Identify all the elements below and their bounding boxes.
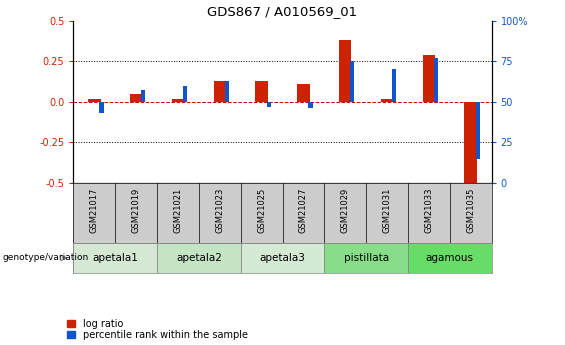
Bar (324, 243, 408, 273)
Text: GSM21025: GSM21025 (257, 188, 266, 233)
Bar (172, 99, 184, 102)
Text: GSM21029: GSM21029 (341, 188, 350, 233)
Text: GSM21023: GSM21023 (215, 188, 224, 233)
Text: GSM21017: GSM21017 (90, 188, 99, 233)
Bar (350, 61, 354, 102)
Text: GSM21035: GSM21035 (466, 188, 475, 233)
Text: GSM21031: GSM21031 (383, 188, 392, 233)
Bar (88, 99, 101, 102)
Bar (99, 102, 103, 113)
Bar (225, 81, 229, 102)
Bar (267, 102, 271, 107)
Text: apetala1: apetala1 (92, 253, 138, 263)
Text: apetala3: apetala3 (259, 253, 306, 263)
Text: apetala2: apetala2 (176, 253, 222, 263)
Bar (130, 94, 142, 102)
Legend: log ratio, percentile rank within the sample: log ratio, percentile rank within the sa… (67, 319, 247, 340)
Bar (214, 81, 226, 102)
Bar (423, 55, 435, 102)
Bar (241, 243, 324, 273)
Text: GSM21021: GSM21021 (173, 188, 182, 233)
Bar (434, 58, 438, 102)
Bar (408, 243, 492, 273)
Bar (392, 69, 396, 102)
Text: genotype/variation: genotype/variation (3, 253, 89, 263)
Bar (157, 243, 241, 273)
Title: GDS867 / A010569_01: GDS867 / A010569_01 (207, 5, 358, 18)
Bar (183, 86, 187, 102)
Text: GSM21027: GSM21027 (299, 188, 308, 233)
Text: pistillata: pistillata (344, 253, 389, 263)
Bar (476, 102, 480, 159)
Text: GSM21033: GSM21033 (424, 188, 433, 233)
Text: GSM21019: GSM21019 (132, 188, 141, 233)
Bar (255, 81, 268, 102)
Text: agamous: agamous (426, 253, 473, 263)
Bar (141, 90, 145, 102)
Bar (73, 243, 157, 273)
Bar (381, 99, 393, 102)
Bar (308, 102, 312, 108)
Bar (464, 102, 477, 188)
Bar (297, 84, 310, 102)
Bar (339, 40, 351, 102)
